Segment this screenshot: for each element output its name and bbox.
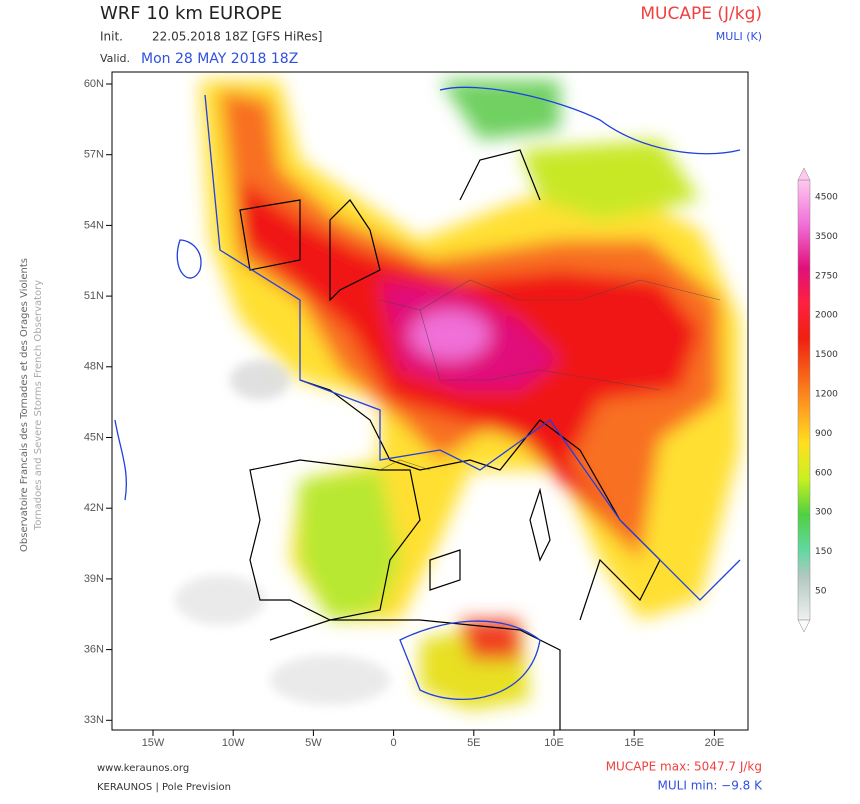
lon-label: 5E [467, 737, 480, 749]
colorbar-label: 1500 [815, 350, 838, 360]
company: KERAUNOS | Pole Prevision [97, 782, 231, 793]
muli-min: MULI min: −9.8 K [658, 779, 764, 793]
lon-label: 20E [705, 737, 725, 749]
lon-label: 10E [544, 737, 564, 749]
colorbar-label: 300 [815, 508, 832, 518]
init: 22.05.2018 18Z [GFS HiRes] [152, 30, 322, 44]
colorbar-label: 50 [815, 587, 827, 597]
colorbar-label: 3500 [815, 232, 838, 242]
lat-label: 33N [84, 714, 104, 726]
lat-label: 51N [84, 290, 104, 302]
lat-label: 36N [84, 644, 104, 656]
lat-label: 39N [84, 573, 104, 585]
colorbar-label: 150 [815, 547, 832, 557]
cape-max: MUCAPE max: 5047.7 J/kg [606, 760, 762, 774]
colorbar-label: 4500 [815, 193, 838, 203]
map-frame [111, 71, 749, 731]
colorbar-label: 2750 [815, 271, 838, 281]
lat-axis: 60N 57N 54N 51N 48N 45N 42N 39N 36N 33N [84, 78, 112, 726]
init-label: Init. [100, 30, 123, 44]
borders [379, 279, 721, 471]
website: www.keraunos.org [97, 763, 189, 774]
lat-label: 57N [84, 149, 104, 161]
side-text: Observatoire Francais des Tornades et de… [19, 258, 30, 552]
lon-label: 5W [305, 737, 322, 749]
low-cape [175, 360, 390, 705]
lon-label: 15W [142, 737, 165, 749]
coastlines [239, 149, 661, 730]
lon-label: 0 [391, 737, 397, 749]
lat-label: 42N [84, 502, 104, 514]
lat-label: 60N [84, 78, 104, 90]
valid-label: Valid. [100, 52, 130, 65]
colorbar-label: 2000 [815, 311, 838, 321]
colorbar-label: 1200 [815, 390, 838, 400]
colorbar-label: 900 [815, 429, 832, 439]
muli-contours [114, 86, 741, 700]
lat-label: 45N [84, 431, 104, 443]
colorbar-top-arrow [797, 167, 811, 181]
lon-label: 10W [222, 737, 245, 749]
colorbar-label: 600 [815, 468, 832, 478]
map-field [112, 72, 748, 730]
colorbar-labels: 4500 3500 2750 2000 1500 1200 900 600 300 150 50 [815, 193, 838, 597]
lon-axis: 15W 10W 5W 0 5E 10E 15E 20E [142, 730, 725, 749]
valid: Mon 28 MAY 2018 18Z [141, 51, 298, 67]
colorbar [797, 179, 811, 621]
field-title: MUCAPE (J/kg) [640, 4, 762, 24]
field2-title: MULI (K) [716, 30, 762, 43]
lat-label: 54N [84, 219, 104, 231]
side-text: Tornadoes and Severe Storms French Obser… [33, 280, 44, 531]
colorbar-bottom-arrow [797, 619, 811, 633]
lon-label: 15E [624, 737, 644, 749]
title: WRF 10 km EUROPE [100, 3, 282, 24]
lat-label: 48N [84, 361, 104, 373]
